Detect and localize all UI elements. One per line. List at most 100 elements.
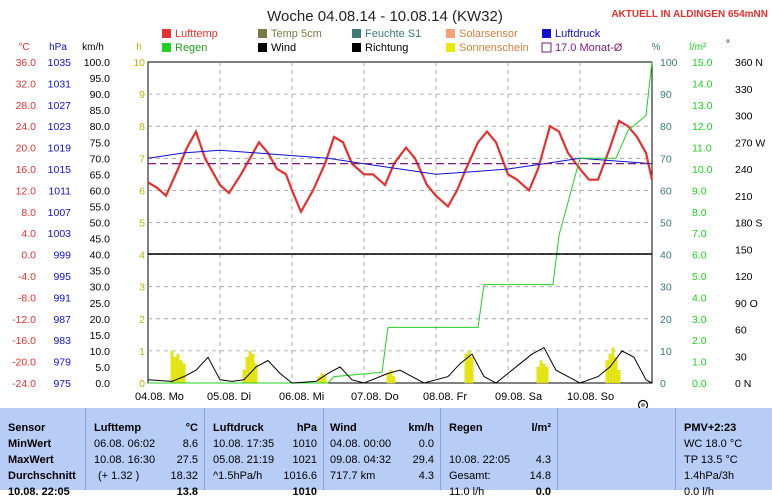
tick-label-percent: 90 (660, 89, 672, 101)
tick-label-kmh: 25.0 (90, 298, 111, 310)
tick-label-kmh: 40.0 (90, 250, 111, 262)
tick-label-kmh: 20.0 (90, 314, 111, 326)
regen-unit: l/m² (531, 422, 551, 434)
wind-distance: 717.7 km (330, 470, 376, 482)
tick-label-kmh: 50.0 (90, 218, 111, 230)
tick-label-celsius: -20.0 (12, 357, 36, 369)
sunshine-bar (173, 357, 177, 384)
sunshine-bars (170, 347, 621, 384)
sunshine-bar (248, 350, 252, 384)
tick-label-celsius: 24.0 (16, 121, 37, 133)
tick-label-direction: 300 (735, 111, 753, 123)
tick-label-hpa: 1011 (48, 185, 71, 197)
legend-item: Solarsensor (446, 28, 518, 40)
tick-label-hpa: 1023 (48, 121, 72, 133)
tick-label-kmh: 10.0 (90, 346, 111, 358)
regen-header: Regen (449, 422, 483, 434)
legend-label: Sonnenschein (459, 42, 529, 54)
legend-item: Temp 5cm (258, 28, 322, 40)
luftdruck-min-value: 1010 (292, 438, 317, 450)
luftdruck-column: Luftdruck hPa 10.08. 17:35 1010 05.08. 2… (205, 408, 323, 498)
legend-item: Feuchte S1 (352, 28, 421, 40)
tick-label-percent: 10 (660, 346, 672, 358)
tick-label-rain: 15.0 (692, 57, 713, 69)
wind-min-value: 0.0 (418, 438, 434, 450)
regen-total-label: Gesamt: (449, 470, 491, 482)
row-label-max: MaxWert (8, 454, 54, 466)
weather-week-chart: Woche 04.08.14 - 10.08.14 (KW32) AKTUELL… (12, 8, 768, 409)
tick-label-hpa: 987 (53, 314, 71, 326)
tick-label-celsius: -24.0 (12, 378, 36, 390)
tick-label-kmh: 60.0 (90, 185, 111, 197)
luftdruck-unit: hPa (296, 422, 317, 434)
tick-label-direction: 30 (735, 351, 747, 363)
wind-unit: km/h (408, 422, 434, 434)
sunshine-bar (245, 357, 249, 384)
tick-label-hpa: 1015 (48, 164, 72, 176)
x-label: 04.08. Mo (135, 391, 184, 403)
legend-swatch (258, 29, 267, 38)
legend-swatch (258, 43, 267, 52)
legend-label: Temp 5cm (271, 28, 322, 40)
wind-min-time: 04.08. 00:00 (330, 438, 392, 450)
tick-label-rain: 10.0 (692, 164, 713, 176)
legend-label: Lufttemp (175, 28, 218, 40)
legend-label: 17.0 Monat-Ø (555, 42, 623, 54)
chart-title: Woche 04.08.14 - 10.08.14 (KW32) (267, 8, 503, 25)
tick-label-direction: 210 (735, 191, 753, 203)
tick-label-rain: 9.0 (692, 185, 707, 197)
sunshine-bar (467, 350, 471, 384)
sunshine-bar (614, 357, 618, 384)
regen-max-time: 10.08. 22:05 (449, 454, 511, 466)
tick-label-celsius: 4.0 (21, 228, 36, 240)
tick-label-rain: 1.0 (692, 357, 707, 369)
x-label: 06.08. Mi (279, 391, 324, 403)
axis-unit-kmh: km/h (82, 42, 104, 53)
tick-label-rain: 4.0 (692, 292, 707, 304)
tick-label-percent: 20 (660, 314, 672, 326)
axis-unit-rain: l/m² (690, 42, 707, 53)
tick-label-rain: 8.0 (692, 207, 707, 219)
tick-label-direction: 180 S (735, 218, 762, 230)
legend-item: Lufttemp (162, 28, 218, 40)
tick-label-kmh: 95.0 (90, 73, 111, 85)
tick-label-percent: 60 (660, 185, 672, 197)
lufttemp-min-value: 8.6 (182, 438, 198, 450)
tick-label-percent: 40 (660, 250, 672, 262)
sunshine-bar (392, 376, 396, 384)
axis-unit-direction: ° (726, 39, 730, 50)
tick-label-hpa: 995 (53, 271, 71, 283)
lufttemp-max-value: 27.5 (176, 454, 198, 466)
tick-label-hpa: 1003 (48, 228, 72, 240)
tick-label-percent: 100 (660, 57, 678, 69)
tick-label-celsius: -4.0 (18, 271, 36, 283)
tick-label-rain: 12.0 (692, 121, 713, 133)
tick-label-hpa: 1035 (48, 57, 72, 69)
scroll-indicator-icon[interactable] (637, 399, 649, 409)
legend-swatch (162, 43, 171, 52)
regen-current-value: 0.0 (535, 486, 551, 498)
sensor-column: Sensor MinWert MaxWert Durchschnitt 10.0… (0, 408, 84, 498)
pmv-windchill: WC 18.0 °C (684, 438, 743, 450)
tick-label-hours: 7 (139, 153, 145, 165)
summary-panel: Sensor MinWert MaxWert Durchschnitt 10.0… (0, 408, 772, 498)
tick-label-celsius: 12.0 (16, 185, 37, 197)
sunshine-bar (323, 376, 327, 384)
legend-item: Luftdruck (542, 28, 601, 40)
luftdruck-max-time: 05.08. 21:19 (213, 454, 275, 466)
legend-swatch (541, 42, 552, 53)
row-label-current: 10.08. 22:05 (8, 486, 70, 498)
tick-label-rain: 14.0 (692, 78, 713, 90)
axis-unit-hpa: hPa (49, 42, 67, 53)
lufttemp-min-time: 06.08. 06:02 (94, 438, 156, 450)
legend-label: Solarsensor (459, 28, 518, 40)
tick-label-kmh: 80.0 (90, 121, 111, 133)
tick-label-celsius: 0.0 (21, 250, 36, 262)
tick-label-percent: 70 (660, 153, 672, 165)
sunshine-bar (617, 370, 621, 384)
tick-label-percent: 30 (660, 282, 672, 294)
tick-label-hpa: 1019 (48, 143, 72, 155)
tick-label-hours: 6 (139, 185, 145, 197)
row-label-min: MinWert (8, 438, 52, 450)
sunshine-bar (182, 363, 186, 384)
